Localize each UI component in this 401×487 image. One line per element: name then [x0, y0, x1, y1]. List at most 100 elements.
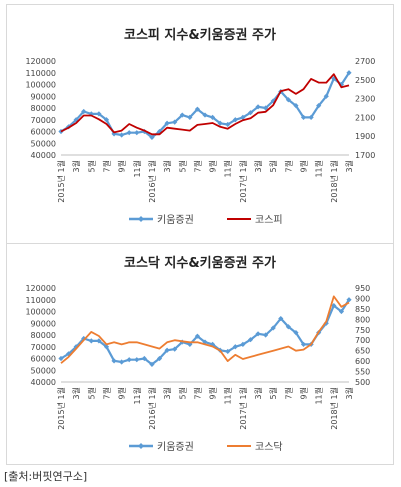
- data-point-kiwoom: [346, 70, 352, 76]
- kosdaq-chart: 코스닥 지수&키움증권 주가 40000 50000 60000 70000 80000 9…: [25, 255, 370, 453]
- data-point-kiwoom: [156, 355, 163, 362]
- x-axis-tick: 3월: [162, 160, 172, 172]
- x-axis-tick: 9월: [208, 387, 218, 399]
- data-point-kiwoom: [126, 357, 132, 363]
- x-axis-tick: 7월: [101, 387, 111, 399]
- x-axis-tick: 2017년 1월: [238, 160, 248, 203]
- data-point-kiwoom: [293, 103, 299, 109]
- legend-label-index: 코스닥: [255, 441, 283, 453]
- data-point-kiwoom: [134, 130, 140, 136]
- data-point-kiwoom: [247, 110, 254, 116]
- left-axis-tick: 80000: [31, 331, 56, 340]
- data-point-kiwoom: [194, 106, 201, 112]
- left-axis-tick: 70000: [31, 343, 56, 352]
- right-axis-tick: 2100: [355, 113, 375, 122]
- x-axis-tick: 9월: [299, 160, 309, 172]
- right-axis-tick: 600: [355, 357, 370, 366]
- left-axis-tick: 100000: [25, 308, 56, 317]
- data-point-kiwoom: [119, 132, 125, 138]
- right-axis-tick: 2300: [355, 95, 375, 104]
- data-point-kiwoom: [323, 320, 329, 326]
- x-axis-tick: 3월: [344, 387, 354, 399]
- right-axis-tick: 700: [355, 336, 370, 345]
- data-point-kiwoom: [263, 332, 269, 338]
- left-axis-tick: 110000: [25, 296, 56, 305]
- left-axis-tick: 60000: [31, 128, 56, 137]
- right-axis-tick: 1900: [355, 132, 375, 141]
- data-point-kiwoom: [103, 117, 110, 123]
- left-axis-tick: 120000: [25, 57, 56, 66]
- data-point-kiwoom: [134, 357, 140, 363]
- right-axis-tick: 850: [355, 305, 370, 314]
- data-point-kiwoom: [338, 81, 345, 88]
- left-axis-tick: 90000: [31, 319, 56, 328]
- x-axis-tick: 3월: [71, 160, 81, 172]
- kospi-chart: 코스피 지수&키움증권 주가 40000 50000 60000 70000 80000 9…: [25, 27, 375, 226]
- right-axis-tick: 900: [355, 294, 370, 303]
- right-axis-tick: 950: [355, 284, 370, 293]
- left-axis-tick: 40000: [31, 378, 56, 387]
- data-point-kiwoom: [232, 117, 238, 123]
- data-point-kiwoom: [58, 355, 64, 362]
- x-axis-tick: 7월: [192, 160, 202, 172]
- x-axis-tick: 3월: [253, 160, 263, 172]
- data-point-kiwoom: [103, 344, 110, 350]
- data-point-kiwoom: [81, 108, 87, 115]
- x-axis-tick: 7월: [283, 387, 293, 399]
- x-axis-tick: 3월: [71, 387, 81, 399]
- data-point-kiwoom: [96, 338, 102, 344]
- x-axis-tick: 5월: [268, 387, 278, 399]
- data-point-kiwoom: [323, 93, 329, 99]
- x-axis-tick: 7월: [101, 160, 111, 172]
- series-line-index: [60, 73, 350, 136]
- left-axis-tick: 70000: [31, 116, 56, 125]
- x-axis-tick: 5월: [177, 387, 187, 399]
- x-axis-tick: 11월: [223, 160, 233, 178]
- legend-marker-kiwoom: [138, 443, 144, 449]
- right-axis-tick: 2700: [355, 57, 375, 66]
- data-point-kiwoom: [96, 111, 102, 117]
- data-point-kiwoom: [209, 114, 216, 120]
- x-axis-tick: 2016년 1월: [147, 387, 157, 430]
- right-axis-tick: 550: [355, 368, 370, 377]
- right-axis-tick: 500: [355, 378, 370, 387]
- x-axis-tick: 3월: [253, 387, 263, 399]
- data-point-kiwoom: [331, 303, 337, 309]
- data-point-kiwoom: [179, 112, 185, 118]
- series-line-index: [60, 295, 350, 364]
- data-point-kiwoom: [141, 355, 147, 362]
- left-axis-tick: 50000: [31, 139, 56, 148]
- right-axis-tick: 1700: [355, 151, 375, 160]
- x-axis-tick: 7월: [283, 160, 293, 172]
- data-point-kiwoom: [217, 120, 223, 126]
- x-axis-tick: 11월: [132, 387, 142, 405]
- x-axis-tick: 11월: [223, 387, 233, 405]
- x-axis-tick: 2015년 1월: [56, 160, 66, 203]
- left-axis-tick: 90000: [31, 92, 56, 101]
- data-point-kiwoom: [300, 114, 307, 120]
- x-axis-tick: 2015년 1월: [56, 387, 66, 430]
- x-axis-tick: 5월: [86, 160, 96, 172]
- data-point-kiwoom: [119, 359, 125, 365]
- x-axis-tick: 5월: [86, 387, 96, 399]
- data-point-kiwoom: [172, 119, 178, 125]
- chart-panel-kospi: 코스피 지수&키움증권 주가 40000 50000 60000 70000 80000 9…: [6, 4, 394, 264]
- x-axis-tick: 7월: [192, 387, 202, 399]
- x-axis-tick: 3월: [344, 160, 354, 172]
- x-axis-tick: 9월: [117, 160, 127, 172]
- x-axis-tick: 2017년 1월: [238, 387, 248, 430]
- data-point-kiwoom: [308, 114, 314, 120]
- right-axis-tick: 750: [355, 326, 370, 335]
- x-axis-tick: 2018년 1월: [329, 160, 339, 203]
- legend-marker-kiwoom: [138, 216, 144, 222]
- left-axis-tick: 40000: [31, 151, 56, 160]
- data-point-kiwoom: [338, 308, 345, 315]
- data-point-kiwoom: [316, 103, 322, 109]
- source-note: [출처:버핏연구소]: [4, 470, 88, 483]
- x-axis-tick: 11월: [314, 387, 324, 405]
- x-axis-tick: 11월: [132, 160, 142, 178]
- data-point-kiwoom: [202, 112, 208, 118]
- chart-title: 코스닥 지수&키움증권 주가: [124, 255, 276, 271]
- data-point-kiwoom: [88, 338, 94, 344]
- x-axis-tick: 5월: [268, 160, 278, 172]
